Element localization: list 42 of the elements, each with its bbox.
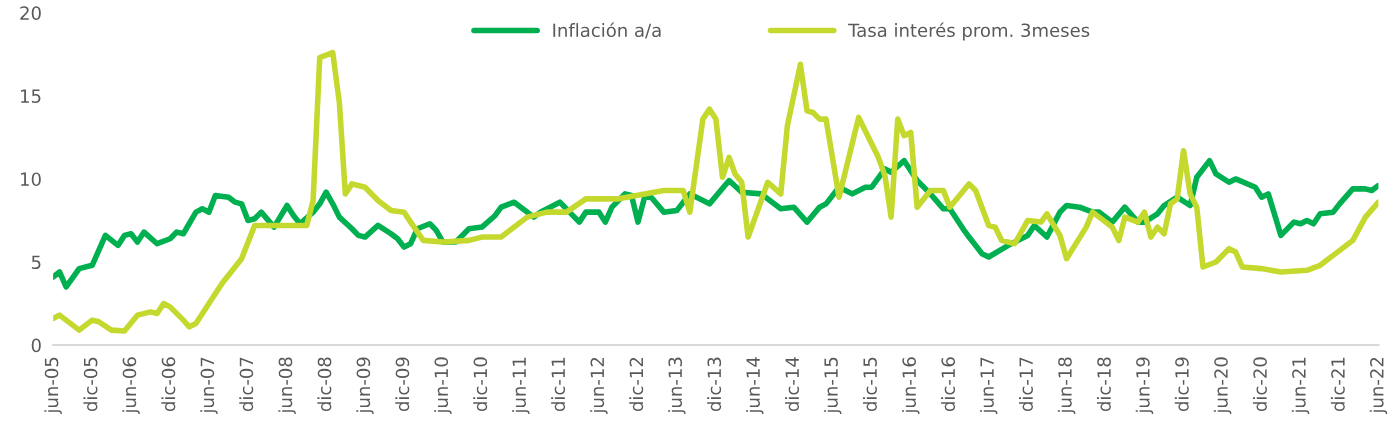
x-tick-label: jun-06 [122, 357, 140, 414]
legend-label: Tasa interés prom. 3meses [848, 22, 1090, 41]
x-tick-label: dic-17 [1018, 357, 1033, 412]
x-tick-label: jun-11 [512, 357, 530, 414]
y-tick-label: 20 [20, 6, 41, 20]
y-tick-label: 5 [31, 255, 41, 270]
x-tick-label: jun-18 [1057, 357, 1076, 414]
x-tick-label: dic-09 [395, 357, 410, 412]
x-tick-label: dic-13 [707, 357, 722, 412]
x-tick-label: dic-20 [1252, 357, 1267, 412]
x-tick-label: dic-14 [785, 357, 800, 412]
x-tick-label: jun-15 [823, 357, 842, 414]
x-tick-label: jun-13 [668, 357, 686, 414]
y-tick-label: 10 [21, 172, 41, 187]
x-tick-label: jun-16 [902, 357, 920, 414]
x-tick-label: jun-22 [1369, 357, 1388, 414]
x-tick-label: jun-21 [1291, 357, 1310, 414]
x-tick-label: dic-21 [1330, 357, 1345, 412]
x-tick-label: jun-12 [590, 357, 608, 414]
x-tick-label: jun-10 [434, 357, 452, 414]
x-tick-label: jun-19 [1135, 357, 1154, 414]
y-tick-label: 0 [31, 338, 41, 353]
x-tick-label: dic-15 [862, 357, 877, 412]
x-tick-label: dic-08 [317, 357, 332, 412]
x-tick-label: dic-06 [161, 357, 176, 412]
x-tick-label: jun-07 [200, 357, 218, 414]
x-tick-label: dic-18 [1096, 357, 1111, 412]
x-tick-label: dic-19 [1174, 357, 1189, 412]
x-tick-label: jun-17 [979, 357, 998, 414]
y-tick-label: 15 [21, 89, 41, 103]
x-tick-label: jun-05 [44, 357, 62, 414]
x-tick-label: jun-09 [356, 357, 374, 414]
legend-label: Inflación a/a [553, 22, 661, 39]
x-tick-label: dic-12 [629, 357, 644, 412]
x-tick-label: jun-14 [745, 357, 764, 414]
x-tick-label: dic-07 [239, 357, 254, 412]
x-tick-label: jun-08 [278, 357, 296, 414]
x-tick-label: dic-05 [83, 357, 98, 412]
x-tick-label: dic-16 [941, 357, 956, 412]
x-tick-label: dic-10 [473, 357, 488, 412]
x-tick-label: dic-11 [551, 357, 566, 412]
x-tick-label: jun-20 [1213, 357, 1232, 414]
